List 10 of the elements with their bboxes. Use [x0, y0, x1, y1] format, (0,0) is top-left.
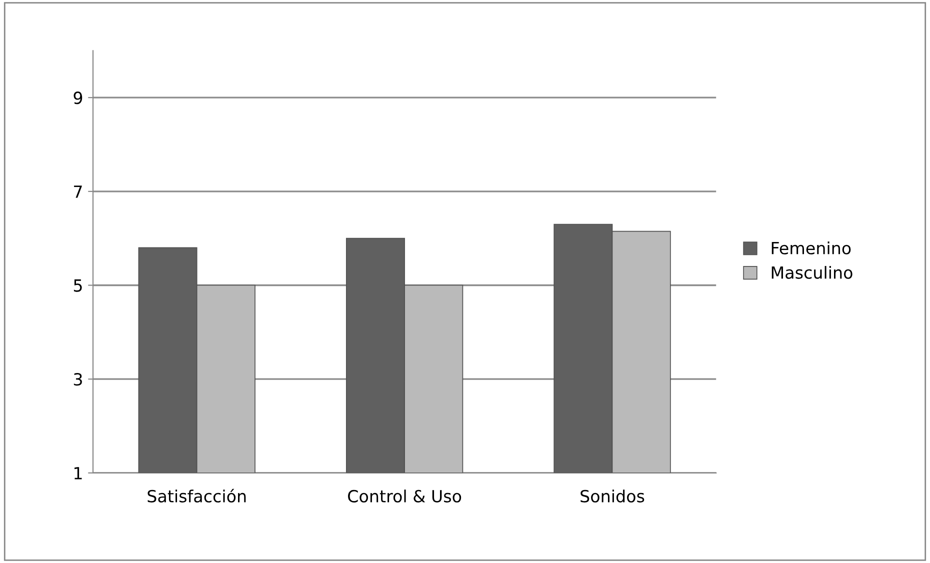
y-tick-label: 1: [74, 467, 82, 480]
x-tick-label: Sonidos: [580, 490, 644, 502]
legend-label: Femenino: [772, 242, 851, 254]
y-tick-label: 7: [74, 186, 82, 198]
y-tick-label: 3: [74, 373, 82, 386]
y-tick-label: 5: [74, 279, 82, 292]
y-tick-label: 9: [74, 92, 82, 104]
legend-label: Masculino: [772, 266, 852, 279]
x-tick-label: Control & Uso: [348, 490, 462, 502]
x-tick-label: Satisfacción: [148, 488, 246, 502]
